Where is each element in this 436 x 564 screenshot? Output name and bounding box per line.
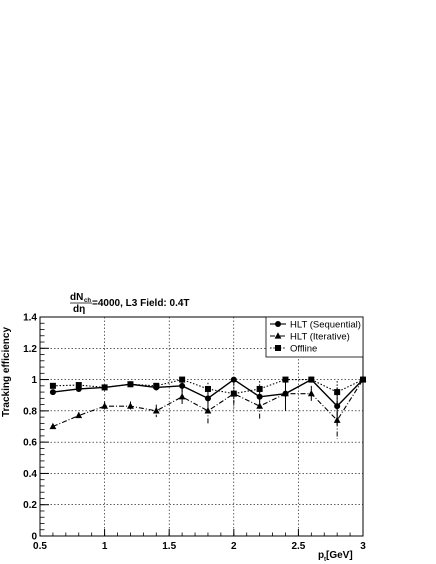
series-triangle	[49, 375, 367, 440]
y-tick-label: 0.6	[23, 438, 37, 449]
y-tick-label: 1.2	[23, 344, 37, 355]
x-tick-label: 3	[360, 541, 366, 552]
y-tick-label: 0.8	[23, 406, 37, 417]
data-point	[256, 385, 263, 392]
data-point	[333, 416, 341, 423]
legend-marker	[275, 321, 281, 327]
legend-label: HLT (Iterative)	[290, 332, 350, 343]
plot-frame	[39, 316, 364, 537]
x-tick-label: 1	[102, 541, 108, 552]
legend-label: HLT (Sequential)	[290, 320, 361, 331]
data-point	[127, 381, 134, 388]
x-axis-label: p	[318, 550, 324, 561]
x-tick-label: 2	[231, 541, 237, 552]
data-point	[307, 389, 315, 397]
y-axis: 0 0.2 0.4 0.6 0.8 1 1.2 1.4	[23, 313, 49, 543]
y-tick-label: 0.4	[23, 469, 37, 480]
data-point	[153, 382, 160, 389]
y-tick-label: 1.4	[23, 313, 37, 324]
data-point	[282, 376, 289, 383]
data-point	[204, 407, 212, 414]
x-axis-label-group: p t [GeV]	[318, 550, 353, 563]
y-tick-label: 0.2	[23, 500, 37, 511]
data-point	[179, 376, 186, 383]
y-tick-label: 0	[31, 532, 37, 543]
annotation-text: =4000, L3 Field: 0.4T	[92, 298, 190, 309]
annotation-denominator: dη	[73, 304, 85, 315]
legend-label: Offline	[290, 344, 317, 355]
legend-marker	[275, 345, 281, 351]
x-axis-label-unit: [GeV]	[326, 550, 353, 561]
data-point	[282, 389, 289, 397]
x-tick-label: 1.5	[162, 541, 176, 552]
data-point	[75, 411, 83, 419]
data-point	[178, 392, 186, 400]
x-tick-label: 0.5	[33, 541, 47, 552]
x-axis-label-sub: t	[324, 557, 326, 563]
data-point	[152, 407, 160, 414]
legend: HLT (Sequential)HLT (Iterative)Offline	[265, 316, 364, 358]
data-point	[360, 376, 366, 383]
data-point	[256, 402, 264, 409]
x-axis: 0.5 1 1.5 2 2.5 3	[33, 529, 366, 552]
data-point	[101, 384, 108, 391]
data-point	[127, 402, 134, 409]
legend-marker	[274, 332, 282, 339]
data-point	[308, 376, 315, 383]
data-point	[101, 402, 108, 409]
annotation-numerator: dN	[70, 292, 83, 303]
data-point	[179, 382, 186, 389]
data-point	[334, 389, 341, 396]
series-layer	[49, 375, 367, 440]
chart-annotation: dN ch dη =4000, L3 Field: 0.4T	[70, 292, 190, 315]
data-point	[75, 382, 82, 389]
y-axis-label: Tracking efficiency	[1, 327, 12, 417]
x-tick-label: 2.5	[291, 541, 305, 552]
data-point	[49, 422, 57, 430]
data-point	[204, 385, 211, 392]
data-point	[49, 389, 56, 396]
series-square	[49, 376, 366, 404]
annotation-numerator-sub: ch	[84, 298, 91, 304]
y-tick-label: 1	[31, 375, 37, 386]
data-point	[49, 382, 56, 389]
data-point	[230, 390, 237, 397]
grid	[40, 317, 363, 536]
